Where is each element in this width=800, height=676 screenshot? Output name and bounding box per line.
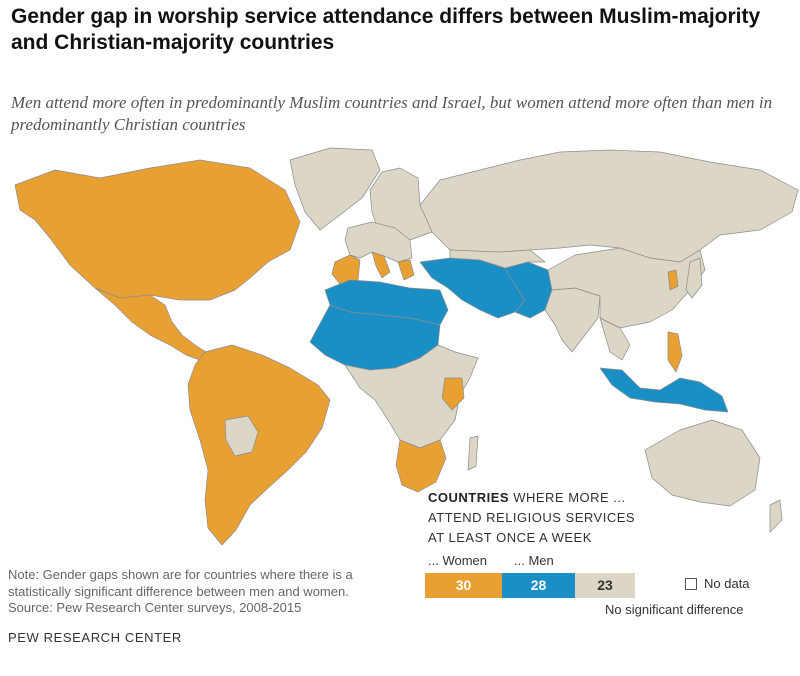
map-region-southeast-asia xyxy=(599,317,631,361)
source-line: Source: Pew Research Center surveys, 200… xyxy=(8,600,302,615)
world-map xyxy=(14,147,799,546)
map-region-japan xyxy=(685,257,703,299)
map-title: Gender gap in worship service attendance… xyxy=(11,5,761,54)
map-region-russia xyxy=(419,149,799,263)
legend-women-bar: 30 xyxy=(425,573,502,598)
map-region-philippines xyxy=(667,331,683,373)
map-subtitle: Men attend more often in predominantly M… xyxy=(11,93,773,134)
map-region-pakistan xyxy=(504,261,553,319)
legend-heading-line3: AT LEAST ONCE A WEEK xyxy=(428,530,592,545)
map-region-new-zealand xyxy=(769,499,783,533)
map-region-india xyxy=(544,287,601,353)
legend-heading-bold: COUNTRIES xyxy=(428,490,510,505)
legend-nodiff-bar: 23 xyxy=(575,573,635,598)
footnote: Note: Gender gaps shown are for countrie… xyxy=(8,567,353,599)
map-region-south-america xyxy=(187,344,331,546)
map-region-greenland xyxy=(289,147,381,231)
legend-heading-line2: ATTEND RELIGIOUS SERVICES xyxy=(428,510,636,525)
map-region-southern-africa xyxy=(395,439,447,493)
legend-women-label: ... Women xyxy=(428,553,488,568)
map-region-china xyxy=(547,247,706,329)
map-region-madagascar xyxy=(467,435,479,471)
legend-nodata-swatch xyxy=(685,578,697,590)
legend-nodiff-label: No significant difference xyxy=(605,602,744,617)
legend-heading-rest: WHERE MORE ... xyxy=(513,490,626,505)
org-credit: PEW RESEARCH CENTER xyxy=(8,630,182,645)
map-region-south-korea xyxy=(667,269,679,291)
map-region-australia xyxy=(644,419,761,507)
map-region-indonesia xyxy=(599,367,729,413)
map-region-kenya xyxy=(441,377,465,411)
map-region-north-america xyxy=(14,159,301,301)
map-region-western-europe xyxy=(344,221,413,263)
map-region-bolivia xyxy=(224,415,259,457)
legend-nodata-label: No data xyxy=(704,576,750,591)
map-region-central-asia xyxy=(449,249,546,269)
legend-heading: COUNTRIES WHERE MORE ... ATTEND RELIGIOU… xyxy=(428,488,635,548)
legend-men-bar: 28 xyxy=(502,573,575,598)
legend-men-label: ... Men xyxy=(514,553,554,568)
